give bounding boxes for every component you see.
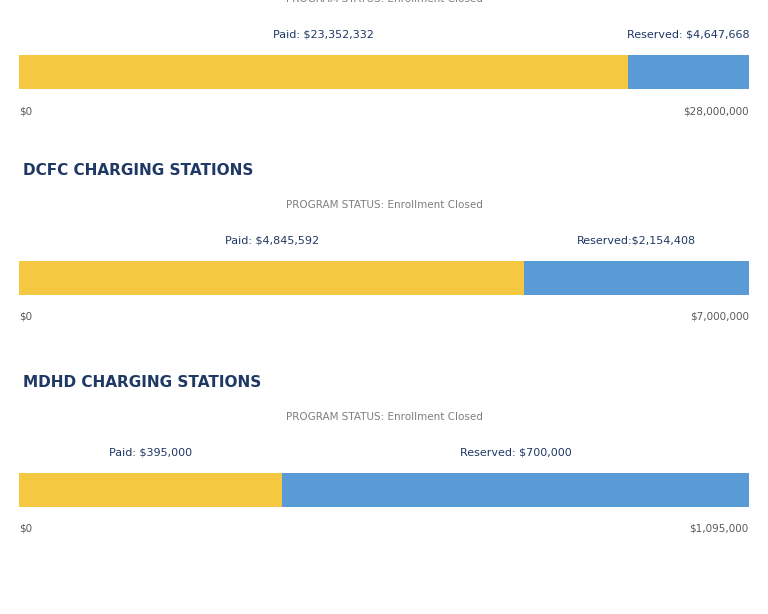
Bar — [19, 55, 627, 89]
Text: $28,000,000: $28,000,000 — [684, 106, 749, 116]
Bar — [627, 55, 749, 89]
Text: PROGRAM STATUS: Enrollment Closed: PROGRAM STATUS: Enrollment Closed — [286, 412, 482, 422]
Text: $0: $0 — [19, 524, 32, 534]
Text: Paid: $4,845,592: Paid: $4,845,592 — [225, 236, 319, 246]
Text: Reserved: $700,000: Reserved: $700,000 — [460, 448, 571, 457]
Text: Paid: $23,352,332: Paid: $23,352,332 — [273, 30, 374, 40]
Bar — [525, 261, 749, 295]
Text: PROGRAM STATUS: Enrollment Closed: PROGRAM STATUS: Enrollment Closed — [286, 200, 482, 210]
Bar — [283, 473, 749, 507]
Text: PROGRAM STATUS: Enrollment Closed: PROGRAM STATUS: Enrollment Closed — [286, 0, 482, 4]
Text: Paid: $395,000: Paid: $395,000 — [109, 448, 192, 457]
Text: $7,000,000: $7,000,000 — [690, 312, 749, 322]
Text: Reserved:$2,154,408: Reserved:$2,154,408 — [577, 236, 696, 246]
Text: $1,095,000: $1,095,000 — [690, 524, 749, 534]
Text: $0: $0 — [19, 312, 32, 322]
Bar — [19, 261, 525, 295]
Text: $0: $0 — [19, 106, 32, 116]
Bar — [19, 473, 283, 507]
Text: MDHD CHARGING STATIONS: MDHD CHARGING STATIONS — [23, 375, 261, 390]
Text: Reserved: $4,647,668: Reserved: $4,647,668 — [627, 30, 750, 40]
Text: DCFC CHARGING STATIONS: DCFC CHARGING STATIONS — [23, 163, 253, 178]
